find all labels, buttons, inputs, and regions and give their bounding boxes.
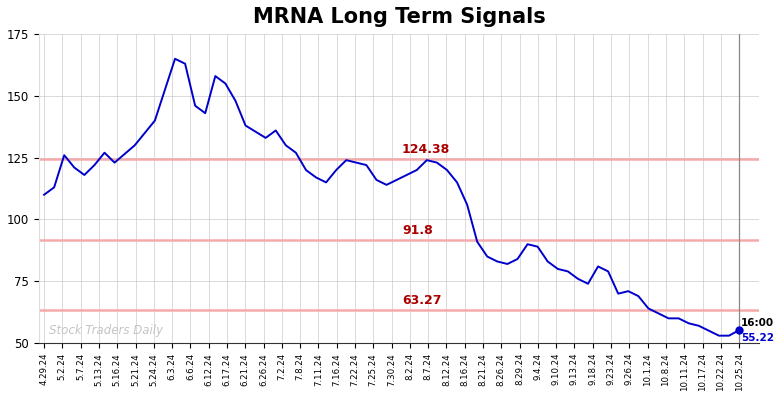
Text: 91.8: 91.8 xyxy=(402,224,433,237)
Text: 55.22: 55.22 xyxy=(741,333,774,343)
Title: MRNA Long Term Signals: MRNA Long Term Signals xyxy=(252,7,546,27)
Text: 16:00: 16:00 xyxy=(741,318,775,328)
Text: 124.38: 124.38 xyxy=(402,143,450,156)
Text: 63.27: 63.27 xyxy=(402,294,441,307)
Point xyxy=(733,327,746,334)
Text: Stock Traders Daily: Stock Traders Daily xyxy=(49,324,163,337)
